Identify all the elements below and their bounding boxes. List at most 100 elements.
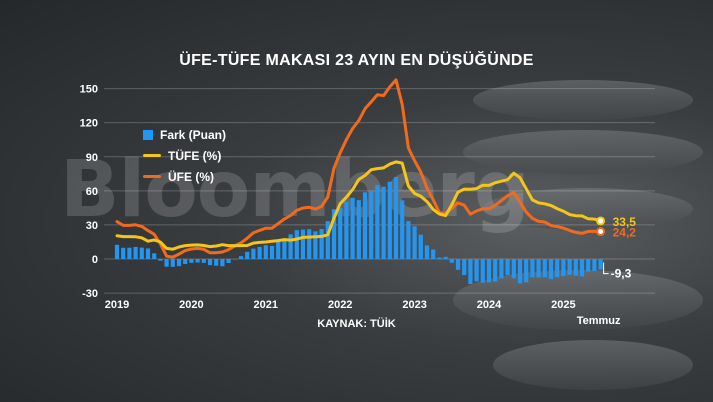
fark-bar — [201, 259, 206, 263]
fark-bar — [406, 221, 411, 259]
fark-bar — [195, 259, 200, 263]
fark-bar — [474, 259, 479, 282]
fark-bar — [176, 259, 182, 267]
fark-bar — [567, 259, 572, 275]
fark-bar — [139, 247, 144, 259]
fark-bar — [282, 238, 287, 259]
legend-item-ufe: ÜFE (%) — [143, 166, 226, 187]
fark-bars — [114, 176, 603, 284]
fark-bar — [133, 246, 138, 259]
y-tick-label: 120 — [80, 118, 98, 130]
fark-bar — [493, 259, 498, 282]
ufe-line — [115, 78, 603, 259]
y-tick-label: -30 — [82, 288, 98, 300]
fark-bar — [462, 259, 467, 276]
x-tick-label: 2025 — [551, 299, 575, 311]
legend-swatch-tufe — [143, 154, 161, 157]
tufe-end-label: 33,5 — [613, 215, 637, 229]
fark-bar — [288, 234, 293, 259]
legend-swatch-fark — [143, 129, 153, 140]
fark-bar — [542, 259, 547, 278]
fark-bar — [536, 259, 541, 278]
fark-bar — [499, 259, 504, 279]
y-tick-label: 60 — [86, 186, 98, 198]
fark-bar — [486, 259, 492, 283]
legend-label-ufe: ÜFE (%) — [168, 169, 214, 184]
fark-bar — [592, 259, 597, 272]
fark-bar — [269, 245, 275, 259]
fark-bar — [145, 248, 151, 259]
fark-bar — [251, 248, 256, 259]
fark-bar — [511, 259, 516, 279]
bloomberg-watermark: Bloomberg — [60, 145, 530, 235]
fark-bar — [375, 185, 380, 259]
fark-bar — [586, 259, 591, 272]
y-tick-labels: -30 0 30 60 90 120 150 — [80, 84, 98, 300]
fark-bar — [121, 247, 126, 259]
fark-bar — [307, 229, 312, 259]
x-tick-label: 2021 — [254, 299, 278, 311]
fark-bar — [214, 259, 219, 266]
fark-bar — [164, 259, 169, 267]
fark-bar — [232, 259, 237, 260]
fark-bar — [226, 259, 231, 263]
fark-bar — [505, 259, 510, 276]
tufe-line — [115, 160, 603, 251]
fark-bar — [449, 259, 454, 263]
x-month-label: Temmuz — [577, 315, 621, 327]
fark-bar — [480, 259, 485, 283]
fark-bar — [548, 259, 554, 279]
y-tick-label: 30 — [86, 220, 98, 232]
fark-bar — [114, 244, 120, 259]
source-label: KAYNAK: TÜİK — [317, 318, 396, 330]
legend-item-fark: Fark (Puan) — [143, 124, 226, 145]
fark-bar — [431, 249, 436, 259]
chart-title: ÜFE-TÜFE MAKASI 23 AYIN EN DÜŞÜĞÜNDE — [179, 52, 534, 69]
y-tick-label: 0 — [92, 254, 98, 266]
y-tick-label: 150 — [80, 84, 98, 96]
fark-bar — [331, 209, 337, 259]
x-tick-label: 2023 — [402, 299, 426, 311]
fark-bar — [350, 197, 355, 259]
x-tick-label: 2019 — [105, 299, 129, 311]
fark-bar — [170, 259, 175, 267]
legend-label-tufe: TÜFE (%) — [168, 148, 222, 163]
fark-bar — [381, 186, 386, 259]
fark-bar — [573, 259, 578, 276]
fark-end-label: -9,3 — [611, 267, 632, 281]
ufe-end-label: 24,2 — [613, 226, 637, 240]
legend-swatch-ufe — [143, 175, 161, 178]
fark-bar — [369, 191, 374, 259]
fark-bar — [393, 176, 399, 259]
fark-bar — [443, 256, 448, 259]
fark-bar — [276, 241, 281, 259]
fark-bar — [344, 201, 349, 259]
fark-bar — [257, 246, 262, 259]
fark-bar — [455, 259, 461, 270]
fark-bar — [530, 259, 535, 278]
fark-bar — [127, 247, 132, 259]
fark-bar — [468, 259, 473, 284]
fark-bar — [400, 200, 405, 259]
background-coins-image — [453, 70, 713, 402]
fark-bar — [245, 251, 250, 259]
fark-bar — [183, 259, 188, 264]
legend: Fark (Puan) TÜFE (%) ÜFE (%) — [143, 124, 226, 187]
fark-bar — [362, 192, 368, 259]
fark-bar — [424, 245, 430, 259]
fark-bar — [356, 200, 361, 259]
fark-end-bracket — [603, 262, 609, 275]
fark-bar — [319, 229, 324, 259]
x-tick-label: 2020 — [179, 299, 203, 311]
fark-bar — [387, 181, 392, 259]
fark-bar — [313, 231, 318, 259]
fark-bar — [517, 259, 523, 284]
fark-bar — [338, 208, 343, 259]
fark-bar — [300, 229, 306, 259]
fark-bar — [294, 230, 299, 259]
y-tick-label: 90 — [86, 152, 98, 164]
fark-bar — [524, 259, 529, 283]
